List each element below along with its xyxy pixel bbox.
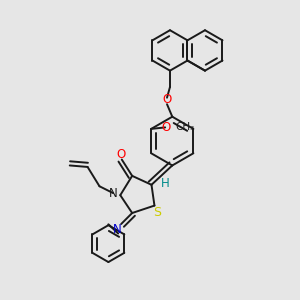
Text: N: N [113, 224, 122, 236]
Text: CH₃: CH₃ [176, 122, 195, 132]
Text: O: O [162, 93, 172, 106]
Text: S: S [153, 206, 161, 219]
Text: O: O [116, 148, 126, 161]
Text: N: N [110, 188, 118, 200]
Text: H: H [160, 177, 169, 190]
Text: O: O [161, 121, 170, 134]
